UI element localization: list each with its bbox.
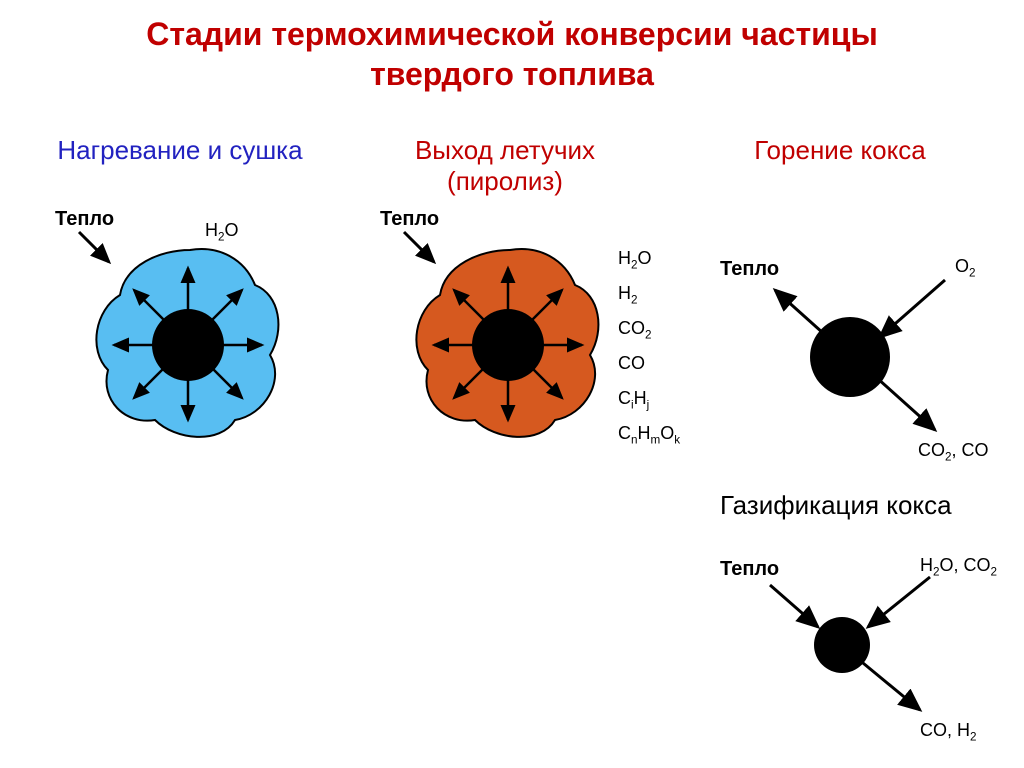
stage2-chem-cnhmok: CnHmOk <box>618 423 680 444</box>
stage2-core <box>472 309 544 381</box>
stage4-core <box>814 617 870 673</box>
stage2-blob <box>400 240 620 450</box>
stage2-heat-label: Тепло <box>380 208 439 231</box>
stage2-chem-h2: H2 <box>618 283 638 304</box>
stage3-out-label: CO2, CO <box>918 440 989 461</box>
stage1-core <box>152 309 224 381</box>
page: Стадии термохимической конверсии частицы… <box>0 0 1024 768</box>
stage2-chem-co: CO <box>618 353 645 374</box>
stage2-title: Выход летучих (пиролиз) <box>355 135 655 197</box>
stage4-in-label: H2O, CO2 <box>920 555 997 576</box>
stage2-chem-cihj: CiHj <box>618 388 649 409</box>
stage1-heat-label: Тепло <box>55 208 114 231</box>
main-title: Стадии термохимической конверсии частицы… <box>0 14 1024 94</box>
stage3-title: Горение кокса <box>690 135 990 166</box>
stage2-chem-h2o: H2O <box>618 248 652 269</box>
stage4-out-label: CO, H2 <box>920 720 977 741</box>
stage4-title: Газификация кокса <box>720 490 952 521</box>
stage3-in-label: O2 <box>955 256 976 277</box>
stage3-core <box>810 317 890 397</box>
stage2-chem-co2: CO2 <box>618 318 652 339</box>
stage1-chem-h2o: H2O <box>205 220 239 241</box>
stage1-title: Нагревание и сушка <box>30 135 330 166</box>
stage1-blob <box>80 240 300 450</box>
